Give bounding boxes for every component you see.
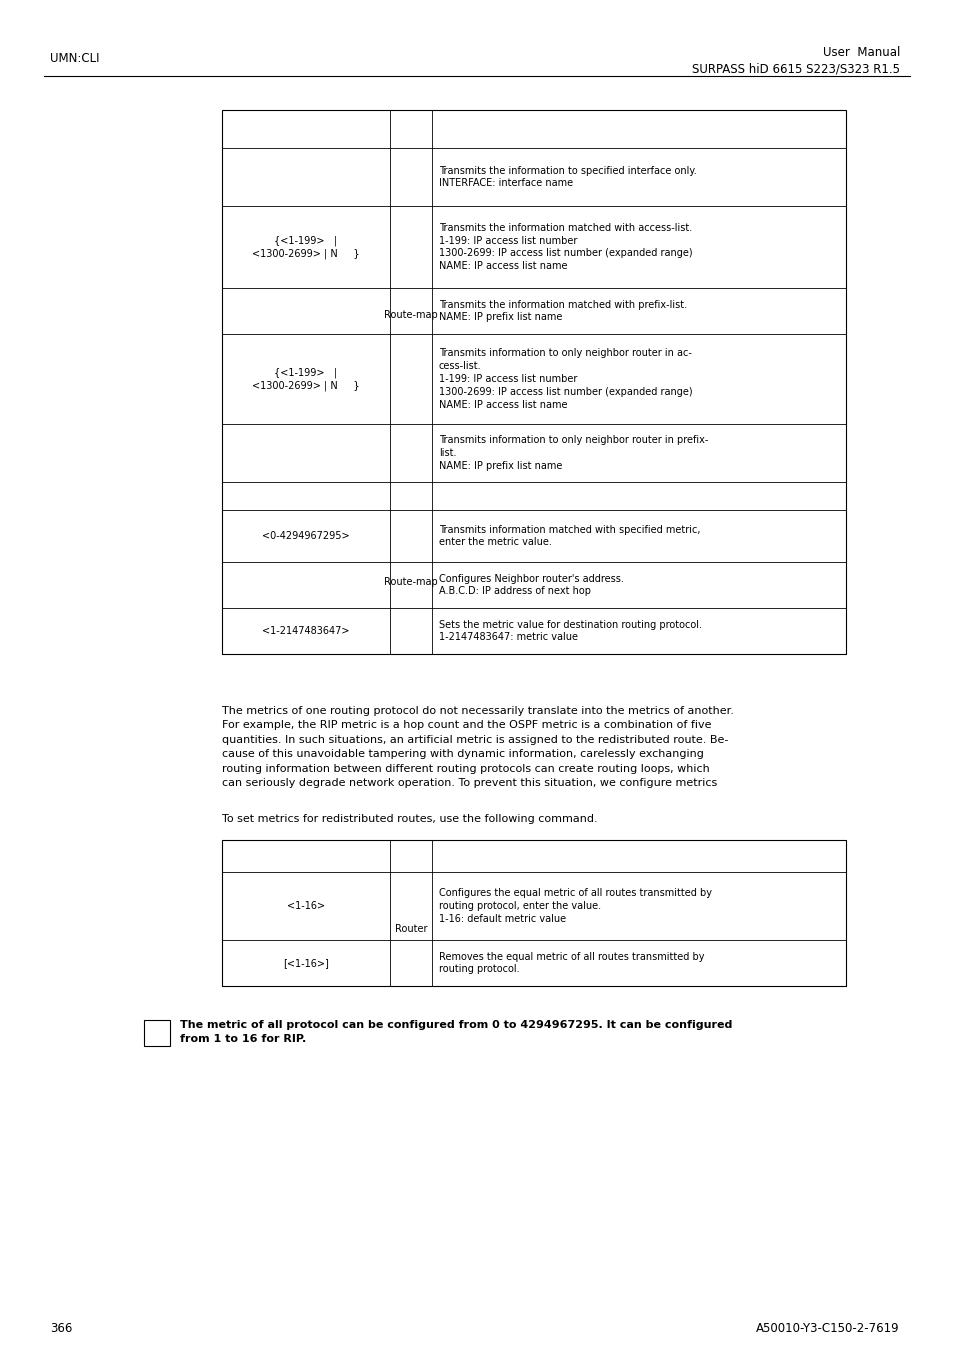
Text: Transmits information matched with specified metric,
enter the metric value.: Transmits information matched with speci… (438, 525, 700, 547)
Text: Route-map: Route-map (384, 576, 437, 587)
Text: A50010-Y3-C150-2-7619: A50010-Y3-C150-2-7619 (756, 1322, 899, 1335)
Text: The metric of all protocol can be configured from 0 to 4294967295. It can be con: The metric of all protocol can be config… (180, 1021, 732, 1045)
Text: {<1-199>   |
<1300-2699> | N     }: {<1-199> | <1300-2699> | N } (252, 235, 359, 259)
Text: 366: 366 (50, 1322, 72, 1335)
Text: <0-4294967295>: <0-4294967295> (262, 531, 350, 541)
Text: Transmits information to only neighbor router in ac-
cess-list.
1-199: IP access: Transmits information to only neighbor r… (438, 348, 692, 409)
Text: <1-2147483647>: <1-2147483647> (262, 626, 350, 636)
Text: UMN:CLI: UMN:CLI (50, 53, 99, 65)
Text: Transmits information to only neighbor router in prefix-
list.
NAME: IP prefix l: Transmits information to only neighbor r… (438, 435, 708, 471)
Text: <1-16>: <1-16> (287, 900, 325, 911)
Text: Configures the equal metric of all routes transmitted by
routing protocol, enter: Configures the equal metric of all route… (438, 888, 711, 923)
Text: Transmits the information matched with prefix-list.
NAME: IP prefix list name: Transmits the information matched with p… (438, 300, 686, 323)
Text: Removes the equal metric of all routes transmitted by
routing protocol.: Removes the equal metric of all routes t… (438, 952, 703, 975)
Text: To set metrics for redistributed routes, use the following command.: To set metrics for redistributed routes,… (222, 814, 597, 824)
Text: Route-map: Route-map (384, 310, 437, 320)
Text: Transmits the information matched with access-list.
1-199: IP access list number: Transmits the information matched with a… (438, 223, 692, 271)
Bar (222, 840, 845, 986)
Text: SURPASS hiD 6615 S223/S323 R1.5: SURPASS hiD 6615 S223/S323 R1.5 (691, 62, 899, 76)
Text: Transmits the information to specified interface only.
INTERFACE: interface name: Transmits the information to specified i… (438, 166, 696, 189)
Text: Sets the metric value for destination routing protocol.
1-2147483647: metric val: Sets the metric value for destination ro… (438, 620, 701, 643)
Text: The metrics of one routing protocol do not necessarily translate into the metric: The metrics of one routing protocol do n… (222, 706, 733, 788)
Bar (144, 1021, 170, 1046)
Text: [<1-16>]: [<1-16>] (283, 958, 329, 968)
Text: {<1-199>   |
<1300-2699> | N     }: {<1-199> | <1300-2699> | N } (252, 367, 359, 392)
Text: Configures Neighbor router's address.
A.B.C.D: IP address of next hop: Configures Neighbor router's address. A.… (438, 574, 623, 597)
Bar (222, 109, 845, 653)
Text: User  Manual: User Manual (821, 46, 899, 59)
Text: Router: Router (395, 923, 427, 934)
